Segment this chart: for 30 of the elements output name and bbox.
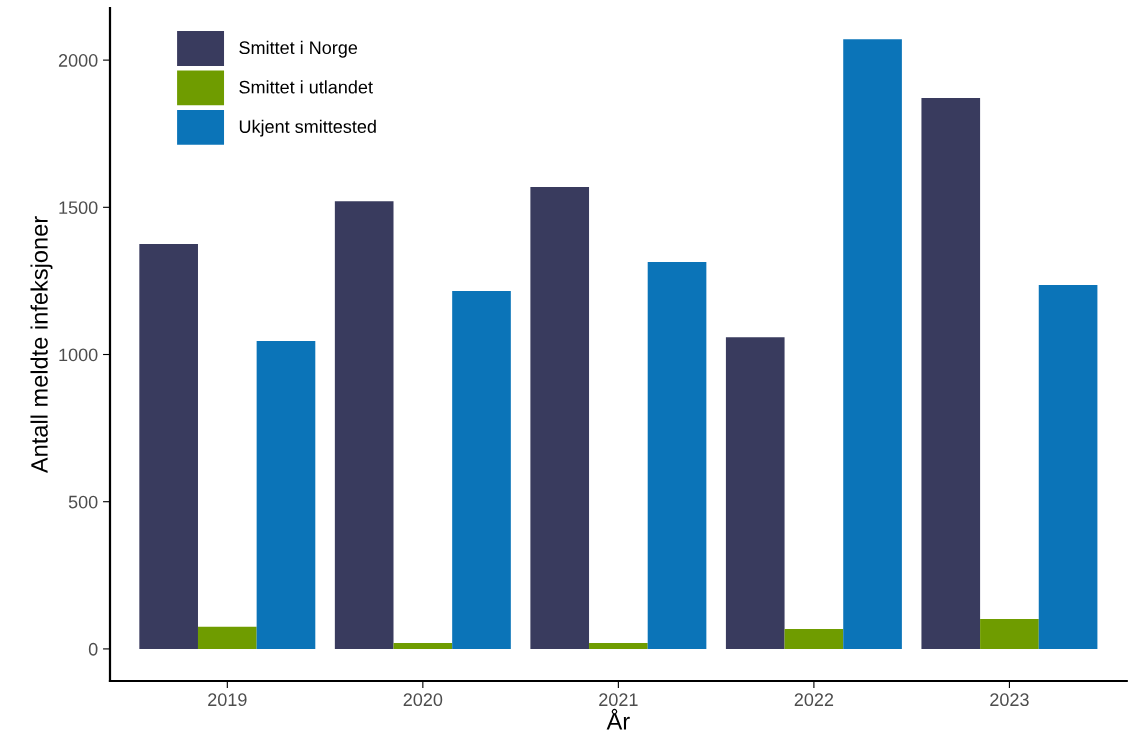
y-axis-title: Antall meldte infeksjoner: [30, 216, 53, 474]
x-tick-label: 2021: [599, 693, 638, 707]
x-tick-label: 2023: [990, 693, 1029, 707]
bar: [530, 187, 590, 649]
bar: [980, 618, 1039, 649]
x-axis-title: År: [606, 708, 630, 730]
legend-label: Smittet i Norge: [239, 40, 358, 58]
y-tick-label: 0: [88, 642, 98, 656]
bar: [197, 626, 257, 649]
bar: [589, 643, 648, 649]
bar: [334, 201, 394, 649]
bar: [784, 628, 844, 649]
y-tick-label: 2000: [58, 54, 98, 67]
bar: [452, 290, 511, 649]
bar: [725, 337, 785, 649]
bar: [843, 39, 902, 649]
bar: [256, 340, 316, 649]
legend-label: Smittet i utlandet: [239, 80, 373, 94]
bar: [139, 244, 198, 649]
legend-label: Ukjent smittested: [239, 119, 376, 137]
bar: [1038, 285, 1098, 649]
y-tick-label: 1500: [59, 201, 98, 215]
y-tick-label: 500: [68, 495, 98, 509]
bar: [393, 643, 453, 649]
x-tick-label: 2022: [794, 693, 834, 707]
x-tick-label: 2019: [208, 693, 247, 707]
x-tick-label: 2020: [403, 693, 443, 707]
bar: [921, 98, 981, 649]
bar: [647, 262, 707, 649]
y-tick-label: 1000: [59, 348, 98, 362]
